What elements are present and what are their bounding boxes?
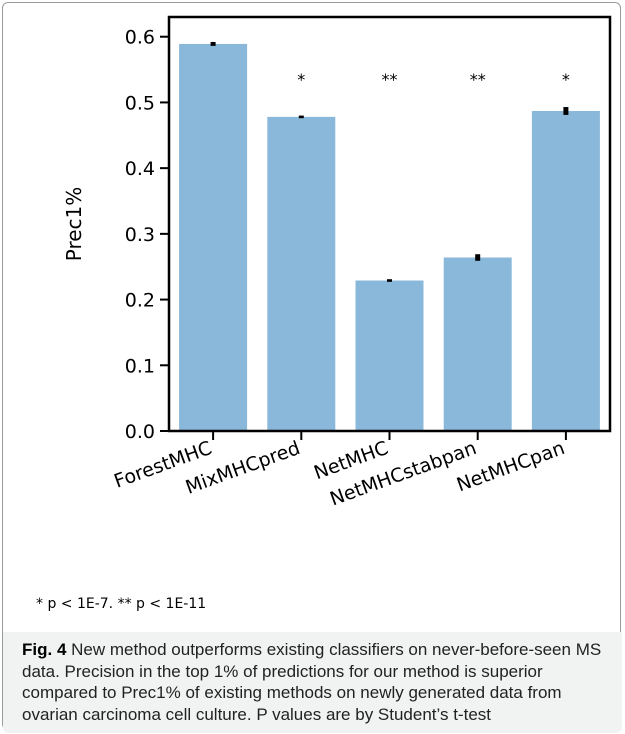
significance-mark-netmhcpan: *: [562, 70, 570, 89]
y-axis-label: Prec1%: [62, 187, 86, 262]
figure-label: Fig. 4: [22, 640, 67, 659]
bar-forestmhc: [179, 43, 248, 431]
bar-netmhcstabpan: [443, 257, 512, 431]
y-tick-label: 0.2: [125, 290, 155, 312]
y-tick-label: 0.1: [125, 355, 155, 377]
bar-mixmhcpred: [267, 116, 336, 431]
y-tick-label: 0.5: [125, 92, 155, 114]
y-tick-label: 0.6: [125, 27, 155, 49]
significance-mark-mixmhcpred: *: [297, 70, 305, 89]
bar-chart: ForestMHC*MixMHCpred**NetMHC**NetMHCstab…: [62, 15, 612, 510]
y-tick-label: 0.4: [125, 158, 155, 180]
plot-frame: [167, 15, 612, 433]
bar-netmhcpan: [531, 110, 600, 431]
significance-footnote: * p < 1E-7. ** p < 1E-11: [36, 596, 207, 612]
figure-caption: Fig. 4 New method outperforms existing c…: [3, 632, 622, 733]
significance-mark-netmhcstabpan: **: [470, 70, 486, 89]
significance-mark-netmhc: **: [382, 70, 398, 89]
caption-text: New method outperforms existing classifi…: [22, 640, 602, 724]
y-tick-label: 0.3: [125, 224, 155, 246]
bar-netmhc: [355, 280, 424, 431]
y-tick-label: 0.0: [125, 421, 155, 443]
